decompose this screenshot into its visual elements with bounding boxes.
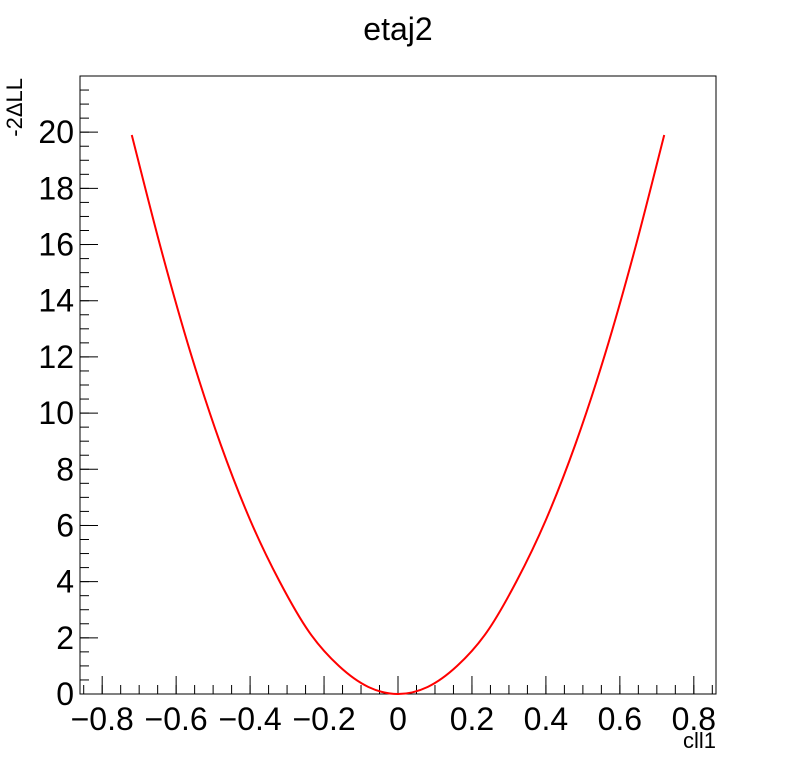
series-layer [130, 134, 666, 696]
y-tick-label: 0 [56, 676, 74, 712]
x-tick-label: −0.8 [71, 701, 134, 737]
y-tick-label: 10 [38, 395, 74, 431]
y-tick-label: 18 [38, 170, 74, 206]
minor-ticks [80, 75, 713, 695]
plot-frame [79, 75, 717, 695]
x-tick-label: −0.2 [292, 701, 355, 737]
x-tick-label: 0.4 [524, 701, 568, 737]
y-tick-label: 4 [56, 564, 74, 600]
y-tick-label: 16 [38, 227, 74, 263]
x-tick-label: 0.2 [450, 701, 494, 737]
y-axis: 0 2 4 6 8 10 12 14 16 18 20 [38, 114, 98, 712]
y-tick-label: 12 [38, 339, 74, 375]
x-tick-label: 0.8 [672, 701, 716, 737]
y-tick-label: 14 [38, 283, 74, 319]
y-tick-label: 6 [56, 507, 74, 543]
x-tick-label: −0.4 [219, 701, 282, 737]
y-tick-label: 8 [56, 451, 74, 487]
x-tick-label: 0.6 [598, 701, 642, 737]
x-axis-label: cll1 [683, 728, 716, 753]
y-axis-label: -2ΔLL [2, 78, 27, 137]
x-axis: −0.8 −0.6 −0.4 −0.2 0 0.2 0.4 0.6 0.8 [71, 676, 716, 737]
chart-title: etaj2 [363, 11, 432, 47]
x-tick-label: 0 [389, 701, 407, 737]
y-tick-label: 20 [38, 114, 74, 150]
y-tick-label: 2 [56, 620, 74, 656]
series-line [130, 134, 666, 696]
x-tick-label: −0.6 [145, 701, 208, 737]
